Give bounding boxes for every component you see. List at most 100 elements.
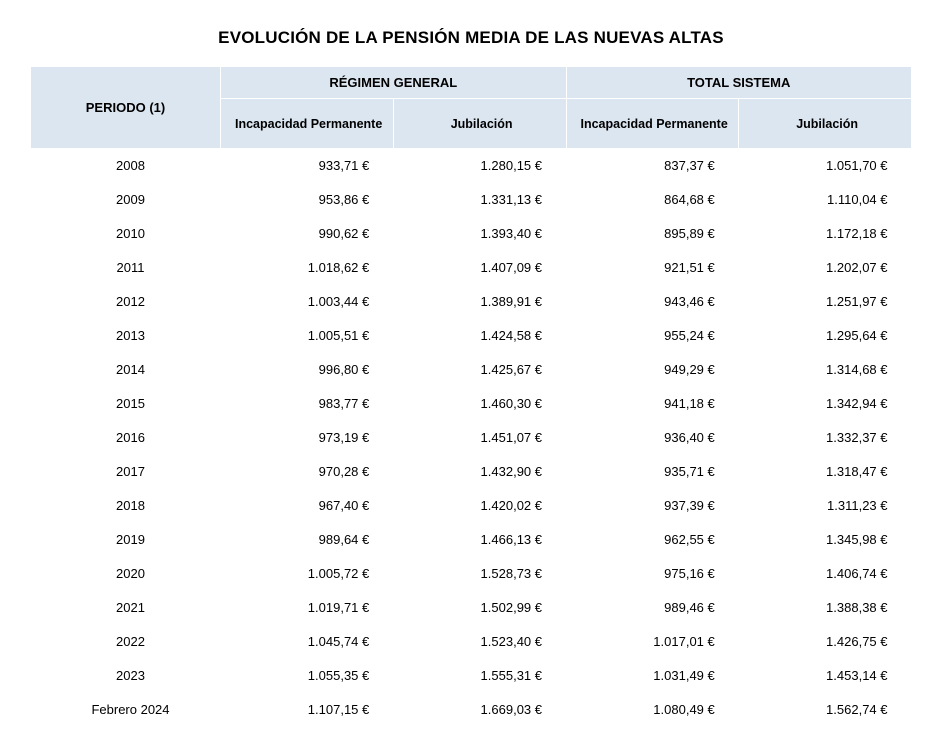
table-row: 2018967,40 €1.420,02 €937,39 €1.311,23 €: [31, 489, 912, 523]
table-row: 2008933,71 €1.280,15 €837,37 €1.051,70 €: [31, 149, 912, 184]
cell-rg-incap: 1.107,15 €: [221, 693, 394, 727]
cell-rg-jub: 1.502,99 €: [393, 591, 566, 625]
cell-period: 2012: [31, 285, 221, 319]
cell-rg-incap: 933,71 €: [221, 149, 394, 184]
cell-ts-jub: 1.562,74 €: [739, 693, 912, 727]
cell-rg-jub: 1.555,31 €: [393, 659, 566, 693]
cell-rg-jub: 1.407,09 €: [393, 251, 566, 285]
cell-ts-jub: 1.051,70 €: [739, 149, 912, 184]
cell-rg-jub: 1.460,30 €: [393, 387, 566, 421]
col-group-regimen-general: RÉGIMEN GENERAL: [221, 67, 567, 99]
col-header-ts-jubilacion: Jubilación: [739, 99, 912, 149]
col-header-periodo: PERIODO (1): [31, 67, 221, 149]
cell-ts-incap: 949,29 €: [566, 353, 739, 387]
cell-ts-incap: 955,24 €: [566, 319, 739, 353]
cell-ts-incap: 864,68 €: [566, 183, 739, 217]
table-row: 20231.055,35 €1.555,31 €1.031,49 €1.453,…: [31, 659, 912, 693]
table-row: 20221.045,74 €1.523,40 €1.017,01 €1.426,…: [31, 625, 912, 659]
cell-ts-jub: 1.172,18 €: [739, 217, 912, 251]
cell-rg-incap: 996,80 €: [221, 353, 394, 387]
col-group-total-sistema: TOTAL SISTEMA: [566, 67, 912, 99]
cell-period: 2020: [31, 557, 221, 591]
cell-ts-jub: 1.345,98 €: [739, 523, 912, 557]
cell-rg-incap: 1.019,71 €: [221, 591, 394, 625]
cell-rg-jub: 1.523,40 €: [393, 625, 566, 659]
cell-ts-incap: 943,46 €: [566, 285, 739, 319]
cell-ts-jub: 1.426,75 €: [739, 625, 912, 659]
cell-rg-jub: 1.451,07 €: [393, 421, 566, 455]
cell-rg-jub: 1.331,13 €: [393, 183, 566, 217]
cell-ts-incap: 962,55 €: [566, 523, 739, 557]
cell-period: 2011: [31, 251, 221, 285]
table-row: 2014996,80 €1.425,67 €949,29 €1.314,68 €: [31, 353, 912, 387]
cell-rg-incap: 990,62 €: [221, 217, 394, 251]
table-row: 20201.005,72 €1.528,73 €975,16 €1.406,74…: [31, 557, 912, 591]
table-row: 20211.019,71 €1.502,99 €989,46 €1.388,38…: [31, 591, 912, 625]
table-row: 20111.018,62 €1.407,09 €921,51 €1.202,07…: [31, 251, 912, 285]
cell-ts-jub: 1.332,37 €: [739, 421, 912, 455]
table-row: 20121.003,44 €1.389,91 €943,46 €1.251,97…: [31, 285, 912, 319]
cell-rg-jub: 1.425,67 €: [393, 353, 566, 387]
cell-ts-jub: 1.110,04 €: [739, 183, 912, 217]
table-row: 2019989,64 €1.466,13 €962,55 €1.345,98 €: [31, 523, 912, 557]
cell-ts-jub: 1.251,97 €: [739, 285, 912, 319]
cell-rg-incap: 1.005,72 €: [221, 557, 394, 591]
cell-ts-incap: 1.031,49 €: [566, 659, 739, 693]
cell-period: 2017: [31, 455, 221, 489]
cell-rg-incap: 989,64 €: [221, 523, 394, 557]
cell-rg-jub: 1.393,40 €: [393, 217, 566, 251]
cell-rg-jub: 1.466,13 €: [393, 523, 566, 557]
cell-ts-jub: 1.406,74 €: [739, 557, 912, 591]
cell-ts-jub: 1.311,23 €: [739, 489, 912, 523]
cell-period: Febrero 2024: [31, 693, 221, 727]
cell-rg-jub: 1.528,73 €: [393, 557, 566, 591]
table-row: Febrero 20241.107,15 €1.669,03 €1.080,49…: [31, 693, 912, 727]
cell-rg-incap: 983,77 €: [221, 387, 394, 421]
cell-rg-incap: 970,28 €: [221, 455, 394, 489]
cell-ts-jub: 1.295,64 €: [739, 319, 912, 353]
cell-ts-jub: 1.314,68 €: [739, 353, 912, 387]
cell-ts-jub: 1.388,38 €: [739, 591, 912, 625]
cell-period: 2019: [31, 523, 221, 557]
cell-rg-incap: 967,40 €: [221, 489, 394, 523]
col-header-rg-incapacidad: Incapacidad Permanente: [221, 99, 394, 149]
cell-rg-incap: 1.055,35 €: [221, 659, 394, 693]
table-row: 2017970,28 €1.432,90 €935,71 €1.318,47 €: [31, 455, 912, 489]
page-title: EVOLUCIÓN DE LA PENSIÓN MEDIA DE LAS NUE…: [30, 28, 912, 48]
cell-ts-jub: 1.342,94 €: [739, 387, 912, 421]
table-body: 2008933,71 €1.280,15 €837,37 €1.051,70 €…: [31, 149, 912, 728]
cell-rg-jub: 1.420,02 €: [393, 489, 566, 523]
cell-ts-incap: 1.017,01 €: [566, 625, 739, 659]
cell-rg-incap: 953,86 €: [221, 183, 394, 217]
col-header-rg-jubilacion: Jubilación: [393, 99, 566, 149]
cell-ts-jub: 1.318,47 €: [739, 455, 912, 489]
cell-rg-incap: 1.003,44 €: [221, 285, 394, 319]
pension-table: PERIODO (1) RÉGIMEN GENERAL TOTAL SISTEM…: [30, 66, 912, 727]
cell-ts-jub: 1.453,14 €: [739, 659, 912, 693]
cell-ts-incap: 935,71 €: [566, 455, 739, 489]
cell-period: 2023: [31, 659, 221, 693]
cell-period: 2016: [31, 421, 221, 455]
cell-rg-incap: 1.045,74 €: [221, 625, 394, 659]
cell-ts-incap: 975,16 €: [566, 557, 739, 591]
cell-rg-jub: 1.389,91 €: [393, 285, 566, 319]
table-row: 2015983,77 €1.460,30 €941,18 €1.342,94 €: [31, 387, 912, 421]
cell-period: 2009: [31, 183, 221, 217]
cell-rg-jub: 1.432,90 €: [393, 455, 566, 489]
cell-period: 2018: [31, 489, 221, 523]
cell-ts-jub: 1.202,07 €: [739, 251, 912, 285]
col-header-ts-incapacidad: Incapacidad Permanente: [566, 99, 739, 149]
cell-period: 2015: [31, 387, 221, 421]
cell-ts-incap: 937,39 €: [566, 489, 739, 523]
cell-period: 2021: [31, 591, 221, 625]
cell-rg-jub: 1.669,03 €: [393, 693, 566, 727]
cell-ts-incap: 936,40 €: [566, 421, 739, 455]
cell-ts-incap: 895,89 €: [566, 217, 739, 251]
cell-rg-jub: 1.280,15 €: [393, 149, 566, 184]
cell-period: 2008: [31, 149, 221, 184]
table-row: 2010990,62 €1.393,40 €895,89 €1.172,18 €: [31, 217, 912, 251]
cell-period: 2022: [31, 625, 221, 659]
cell-ts-incap: 989,46 €: [566, 591, 739, 625]
cell-ts-incap: 941,18 €: [566, 387, 739, 421]
cell-period: 2013: [31, 319, 221, 353]
